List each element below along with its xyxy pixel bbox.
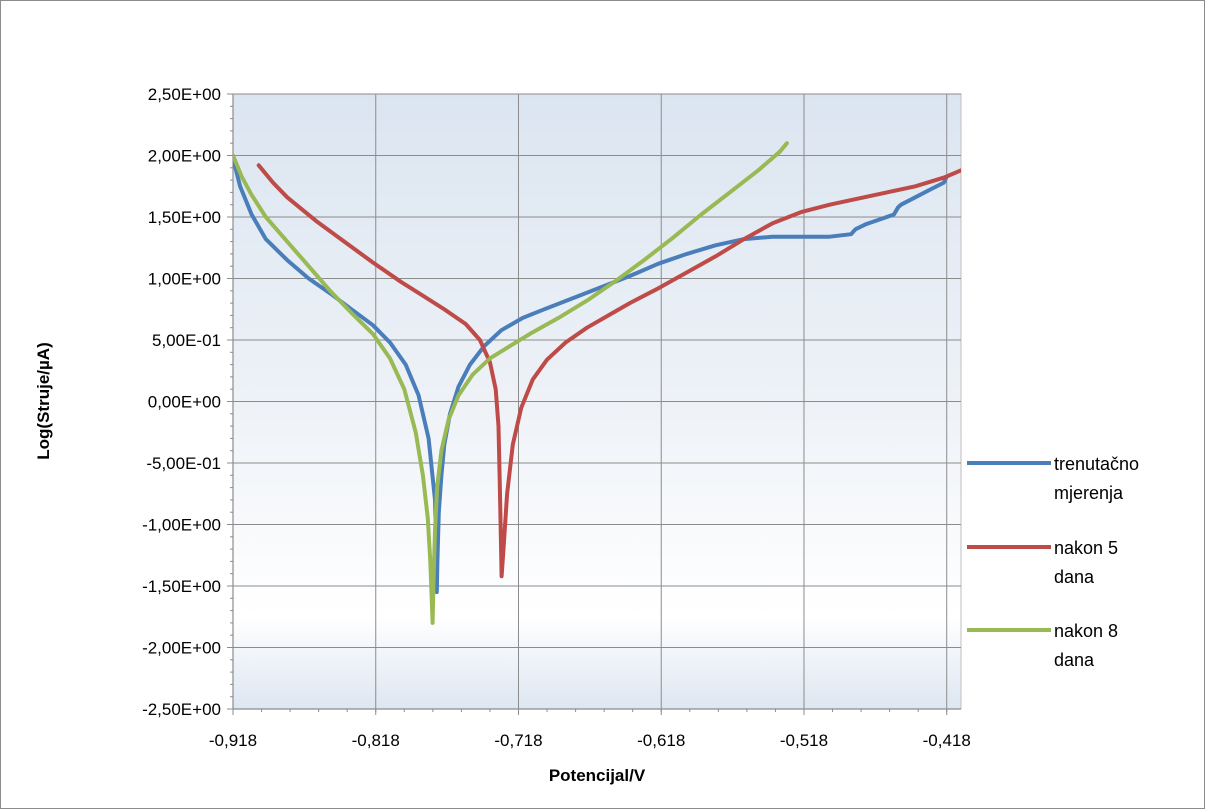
y-tick-label: 5,00E-01 [152, 331, 221, 350]
y-tick-label: 2,00E+00 [148, 147, 221, 166]
x-axis-title: Potencijal/V [549, 766, 646, 785]
y-tick-label: 0,00E+00 [148, 393, 221, 412]
y-tick-label: -5,00E-01 [146, 454, 221, 473]
x-tick-label: -0,918 [209, 731, 257, 750]
y-tick-label: 2,50E+00 [148, 85, 221, 104]
legend: trenutačno mjerenja nakon 5 dana nakon 8 dana [967, 454, 1139, 670]
y-tick-label: 1,50E+00 [148, 208, 221, 227]
legend-label-2: nakon 5 dana [1054, 538, 1118, 587]
axes [227, 93, 961, 715]
y-axis-title: Log(Struje/µA) [34, 342, 53, 459]
y-tick-label: -1,50E+00 [142, 577, 221, 596]
series-line-3 [233, 141, 789, 625]
y-tick-label: -2,00E+00 [142, 639, 221, 658]
y-tick-label: 1,00E+00 [148, 270, 221, 289]
y-tick-labels: 2,50E+00 2,00E+00 1,50E+00 1,00E+00 5,00E-01… [142, 85, 221, 719]
legend-label-3: nakon 8 dana [1054, 621, 1118, 670]
x-tick-label: -0,718 [494, 731, 542, 750]
y-tick-label: -1,00E+00 [142, 516, 221, 535]
x-tick-label: -0,818 [352, 731, 400, 750]
y-tick-label: -2,50E+00 [142, 700, 221, 719]
x-tick-labels: -0,918 -0,818 -0,718 -0,618 -0,518 -0,418 [209, 731, 971, 750]
series-line-2 [256, 163, 961, 579]
series-lines [233, 141, 961, 625]
x-tick-label: -0,618 [637, 731, 685, 750]
legend-label-1: trenutačno mjerenja [1054, 454, 1139, 503]
x-tick-label: -0,418 [923, 731, 971, 750]
x-tick-label: -0,518 [780, 731, 828, 750]
